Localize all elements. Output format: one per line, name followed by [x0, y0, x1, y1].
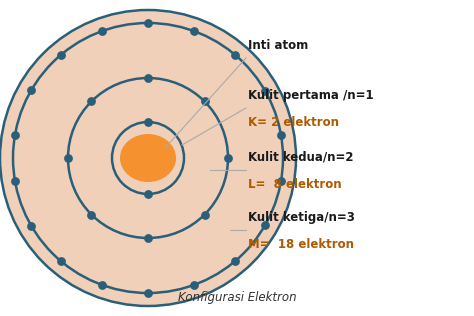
Point	[144, 290, 152, 295]
Point	[11, 179, 19, 184]
Text: Konfigurasi Elektron: Konfigurasi Elektron	[178, 291, 296, 305]
Point	[98, 29, 106, 34]
Point	[27, 88, 35, 93]
Point	[27, 223, 35, 228]
Ellipse shape	[0, 10, 296, 306]
Point	[64, 155, 72, 161]
Point	[98, 282, 106, 287]
Point	[201, 212, 209, 217]
Point	[261, 223, 269, 228]
Point	[201, 99, 209, 104]
Point	[88, 99, 95, 104]
Text: Inti atom: Inti atom	[248, 39, 308, 52]
Point	[231, 52, 238, 57]
Point	[191, 282, 198, 287]
Text: M=  18 elektron: M= 18 elektron	[248, 238, 354, 251]
Point	[57, 259, 65, 264]
Point	[277, 179, 285, 184]
Ellipse shape	[120, 134, 176, 182]
Point	[144, 235, 152, 240]
Text: L=  8 elektron: L= 8 elektron	[248, 178, 342, 191]
Point	[144, 191, 152, 197]
Text: Kulit ketiga/n=3: Kulit ketiga/n=3	[248, 211, 355, 224]
Point	[277, 132, 285, 137]
Point	[144, 21, 152, 26]
Text: Kulit kedua/n=2: Kulit kedua/n=2	[248, 151, 354, 164]
Point	[231, 259, 238, 264]
Point	[224, 155, 232, 161]
Point	[88, 212, 95, 217]
Point	[261, 88, 269, 93]
Text: K= 2 elektron: K= 2 elektron	[248, 116, 339, 129]
Point	[144, 119, 152, 125]
Point	[11, 132, 19, 137]
Point	[191, 29, 198, 34]
Point	[144, 76, 152, 81]
Text: Kulit pertama /n=1: Kulit pertama /n=1	[248, 89, 374, 102]
Point	[57, 52, 65, 57]
